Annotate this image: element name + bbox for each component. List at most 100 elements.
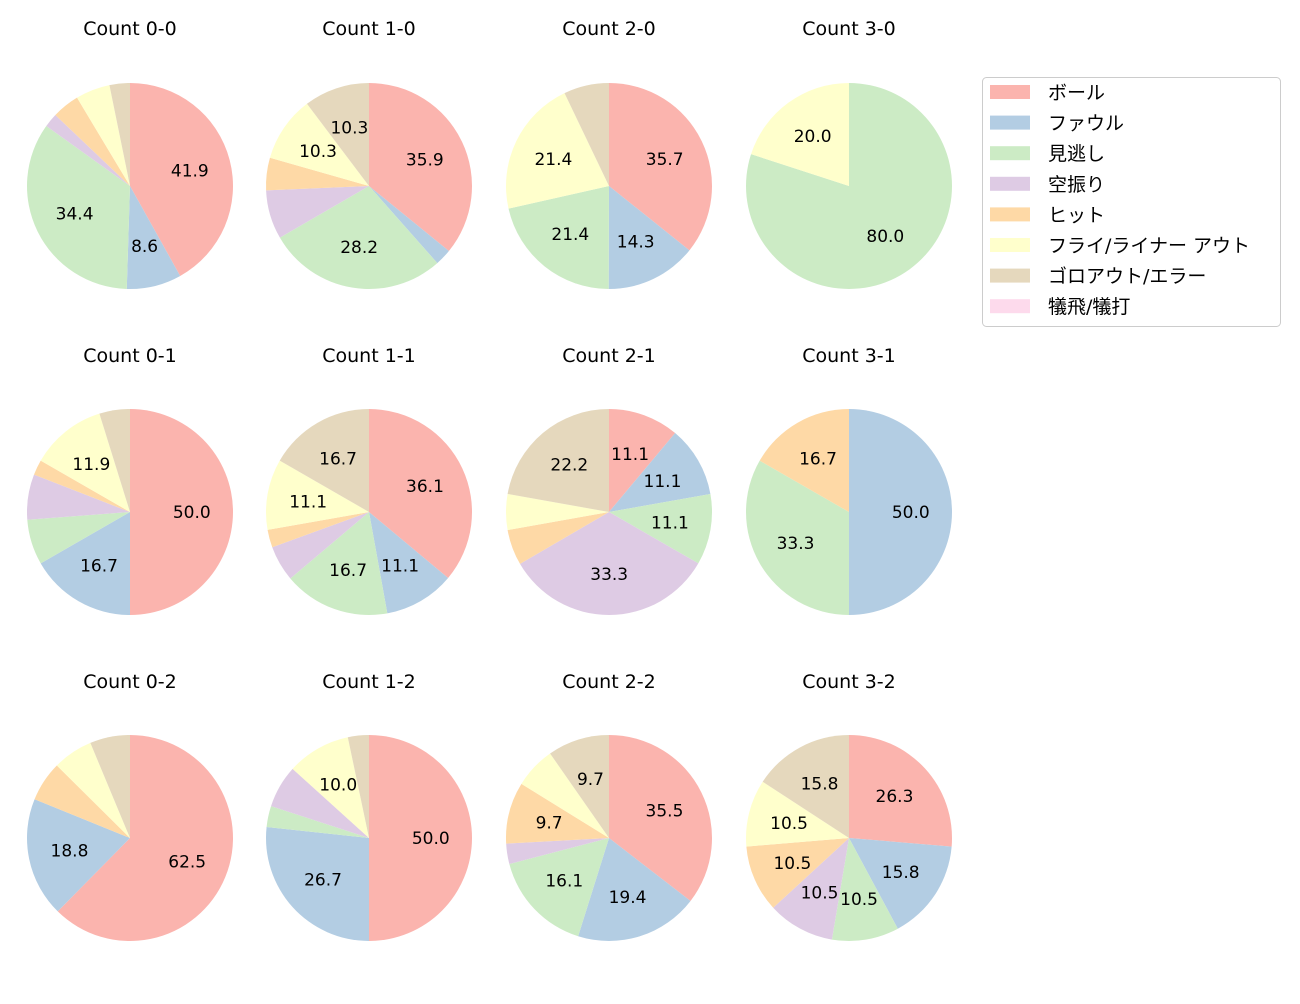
slice-label: 10.0 [319, 775, 357, 795]
slice-0 [130, 409, 233, 615]
slice-5 [40, 413, 130, 512]
slice-label: 80.0 [866, 227, 904, 247]
slice-3 [46, 115, 131, 186]
slice-0 [609, 735, 713, 901]
slice-6 [109, 83, 130, 186]
pie-title: Count 0-0 [83, 18, 177, 40]
slice-2 [27, 512, 130, 564]
pie-title: Count 0-1 [83, 345, 177, 367]
slice-0 [369, 83, 473, 251]
legend-swatch [990, 299, 1030, 314]
slice-6 [306, 83, 369, 186]
pie-title: Count 3-2 [802, 671, 896, 693]
pie-count-0-1: Count 0-1 50.0 16.7 11.9 [27, 345, 233, 615]
slice-3 [773, 838, 849, 940]
pie-title: Count 1-2 [322, 671, 416, 693]
slice-label: 11.1 [611, 445, 649, 465]
slice-2 [508, 186, 609, 289]
slice-2 [746, 83, 953, 289]
slice-label: 16.7 [80, 556, 118, 576]
slice-label: 35.7 [646, 150, 684, 170]
legend-frame [982, 77, 1281, 327]
legend-swatch [990, 176, 1030, 191]
pie-title: Count 1-0 [322, 18, 416, 40]
slice-0 [130, 83, 234, 276]
pie-title: Count 1-1 [322, 345, 416, 367]
pie-count-0-2: Count 0-2 62.5 18.8 [27, 671, 234, 941]
slice-4 [746, 838, 849, 908]
pie-count-2-0: Count 2-0 35.7 14.3 21.4 21.4 [506, 18, 712, 289]
slice-6 [564, 83, 609, 186]
slice-label: 9.7 [536, 814, 563, 834]
slice-1 [578, 838, 691, 941]
slice-label: 62.5 [168, 852, 206, 872]
legend-swatch [990, 85, 1030, 99]
legend-label: 見逃し [1048, 143, 1105, 165]
slice-1 [40, 512, 130, 615]
slice-label: 16.1 [545, 872, 583, 892]
slice-2 [290, 512, 388, 615]
pie-count-2-2: Count 2-2 35.5 19.4 16.1 9.7 9.7 [506, 671, 713, 941]
slice-6 [347, 735, 369, 838]
slice-label: 10.3 [330, 118, 368, 138]
pie-title: Count 3-1 [802, 345, 896, 367]
slice-1 [849, 409, 952, 615]
pie-count-1-2: Count 1-2 50.0 26.7 10.0 [265, 671, 472, 941]
slice-label: 10.5 [840, 890, 878, 910]
slice-2 [266, 806, 369, 838]
pie-count-0-0: Count 0-0 41.9 8.6 34.4 [26, 18, 234, 290]
slice-3 [271, 768, 369, 838]
pie-count-1-0: Count 1-0 35.9 28.2 10.3 10.3 [266, 18, 473, 289]
slice-label: 18.8 [51, 842, 89, 862]
slice-4 [55, 97, 130, 186]
slice-5 [521, 753, 609, 838]
pie-title: Count 2-2 [562, 671, 656, 693]
slice-4 [266, 157, 369, 191]
slice-label: 28.2 [340, 238, 378, 258]
slice-label: 33.3 [777, 534, 815, 554]
slice-5 [266, 460, 369, 530]
slice-label: 33.3 [590, 565, 628, 585]
slice-4 [34, 765, 131, 838]
slice-label: 9.7 [577, 770, 604, 790]
slice-1 [609, 433, 711, 512]
slice-label: 11.1 [644, 472, 682, 492]
slice-5 [506, 493, 609, 531]
slice-3 [266, 186, 369, 238]
slice-6 [279, 409, 369, 512]
slice-label: 21.4 [534, 150, 572, 170]
legend-label: 犠飛/犠打 [1048, 296, 1130, 318]
slice-label: 11.1 [289, 492, 327, 512]
legend-label: フライ/ライナー アウト [1048, 235, 1250, 257]
slice-6 [507, 409, 609, 512]
slice-1 [369, 512, 449, 614]
slice-label: 11.1 [651, 514, 689, 534]
pie-count-3-2: Count 3-226.315.810.510.510.510.515.8 [746, 671, 952, 942]
slice-5 [56, 742, 130, 838]
slice-5 [751, 83, 849, 186]
slice-4 [33, 460, 130, 512]
slice-6 [90, 735, 130, 838]
pie-count-2-1: Count 2-1 11.1 11.1 11.1 33.3 22.2 [506, 345, 712, 615]
pie-count-3-0: Count 3-0 80.0 20.0 [746, 18, 953, 289]
slice-6 [550, 735, 609, 838]
slice-label: 34.4 [56, 204, 94, 224]
slice-1 [27, 799, 130, 912]
slice-6 [99, 409, 130, 512]
slice-label: 50.0 [892, 503, 930, 523]
legend-swatch [990, 115, 1030, 130]
slice-0 [609, 409, 676, 512]
slice-0 [849, 735, 952, 847]
slice-2 [26, 125, 130, 289]
slice-5 [506, 93, 609, 209]
slice-label: 8.6 [131, 237, 158, 257]
slice-label: 16.7 [799, 450, 837, 470]
slice-label: 20.0 [794, 127, 832, 147]
slice-label: 10.3 [299, 142, 337, 162]
slice-label: 10.5 [801, 883, 839, 903]
slice-0 [609, 83, 712, 251]
slice-label: 16.7 [329, 561, 367, 581]
slice-3 [272, 512, 369, 579]
